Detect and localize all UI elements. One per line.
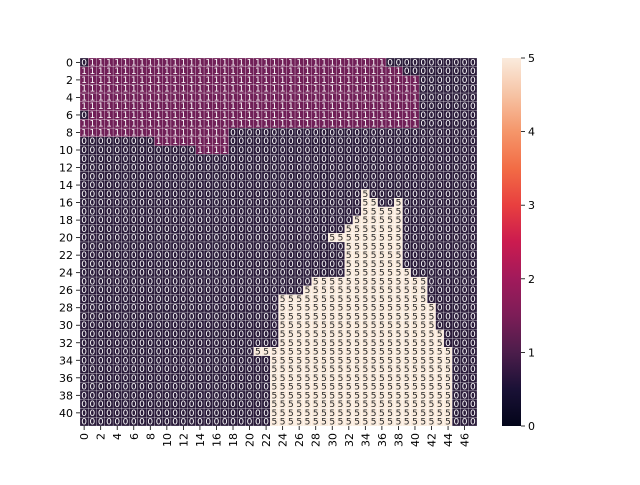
y-tick-label: 16 (59, 197, 73, 210)
y-tick-label: 0 (66, 56, 73, 69)
y-tick-label: 30 (59, 319, 73, 332)
x-tick-label: 18 (227, 433, 240, 447)
x-tick-label: 30 (326, 433, 339, 447)
colorbar: 0 1 2 3 4 5 (502, 52, 535, 433)
x-axis: 0 2 4 6 8 10 12 14 16 18 20 22 24 26 28 30 32 34 36 38 40 42 4… (78, 426, 472, 447)
cell-value-label: 5 (288, 418, 294, 428)
colorbar-tick-label: 0 (528, 420, 535, 433)
x-tick-label: 26 (293, 433, 306, 447)
x-tick-label: 40 (409, 433, 422, 447)
colorbar-tick-label: 3 (528, 199, 535, 212)
cell-value-label: 0 (222, 418, 228, 428)
cell-value-label: 0 (156, 418, 162, 428)
y-tick-label: 22 (59, 249, 73, 262)
x-tick-label: 10 (161, 433, 174, 447)
cell-value-label: 0 (139, 418, 145, 428)
x-tick-label: 6 (128, 433, 141, 440)
x-tick-label: 44 (442, 433, 455, 447)
cell-value-label: 5 (371, 418, 377, 428)
cell-value-label: 0 (189, 418, 195, 428)
x-tick-label: 4 (111, 433, 124, 440)
y-tick-label: 20 (59, 232, 73, 245)
y-tick-label: 4 (66, 91, 73, 104)
colorbar-ticks: 0 1 2 3 4 5 (521, 52, 535, 433)
cell-value-label: 0 (90, 418, 96, 428)
cell-value-label: 0 (106, 418, 112, 428)
x-tick-label: 22 (260, 433, 273, 447)
colorbar-tick-label: 5 (528, 52, 535, 65)
cell-value-label: 0 (255, 418, 261, 428)
x-tick-label: 34 (359, 433, 372, 447)
x-tick-label: 12 (177, 433, 190, 447)
cell-value-label: 0 (470, 418, 476, 428)
heatmap-cells (79, 57, 478, 427)
cell-value-label: 5 (338, 418, 344, 428)
cell-value-label: 5 (321, 418, 327, 428)
cell-value-label: 5 (404, 418, 410, 428)
x-tick-label: 42 (426, 433, 439, 447)
cell-value-label: 5 (387, 418, 393, 428)
y-tick-label: 8 (66, 126, 73, 139)
x-tick-label: 32 (343, 433, 356, 447)
colorbar-gradient (502, 58, 521, 426)
x-tick-label: 0 (78, 433, 91, 440)
colorbar-tick-label: 2 (528, 273, 535, 286)
cell-value-label: 5 (305, 418, 311, 428)
cell-value-label: 0 (123, 418, 129, 428)
y-tick-label: 32 (59, 337, 73, 350)
x-tick-label: 2 (95, 433, 108, 440)
x-tick-label: 24 (277, 433, 290, 447)
y-tick-label: 38 (59, 389, 73, 402)
y-tick-label: 34 (59, 354, 73, 367)
y-tick-label: 6 (66, 109, 73, 122)
y-tick-label: 14 (59, 179, 73, 192)
x-tick-label: 38 (392, 433, 405, 447)
cell-value-label: 5 (271, 418, 277, 428)
x-tick-label: 36 (376, 433, 389, 447)
x-tick-label: 8 (144, 433, 157, 440)
x-tick-label: 20 (244, 433, 257, 447)
cell-value-label: 0 (453, 418, 459, 428)
cell-value-label: 0 (238, 418, 244, 428)
y-tick-label: 2 (66, 74, 73, 87)
x-tick-label: 16 (210, 433, 223, 447)
x-tick-label: 14 (194, 433, 207, 447)
colorbar-tick-label: 1 (528, 346, 535, 359)
y-tick-label: 36 (59, 372, 73, 385)
x-tick-label: 46 (459, 433, 472, 447)
cell-value-label: 0 (205, 418, 211, 428)
y-tick-label: 24 (59, 267, 73, 280)
y-tick-label: 26 (59, 284, 73, 297)
y-tick-label: 10 (59, 144, 73, 157)
cell-value-label: 5 (420, 418, 426, 428)
cell-value-label: 5 (437, 418, 443, 428)
cell-value-label: 0 (172, 418, 178, 428)
cell-value-label: 5 (354, 418, 360, 428)
x-tick-label: 28 (310, 433, 323, 447)
y-tick-label: 18 (59, 214, 73, 227)
colorbar-tick-label: 4 (528, 126, 535, 139)
y-tick-label: 12 (59, 162, 73, 175)
y-tick-label: 28 (59, 302, 73, 315)
y-tick-label: 40 (59, 407, 73, 420)
